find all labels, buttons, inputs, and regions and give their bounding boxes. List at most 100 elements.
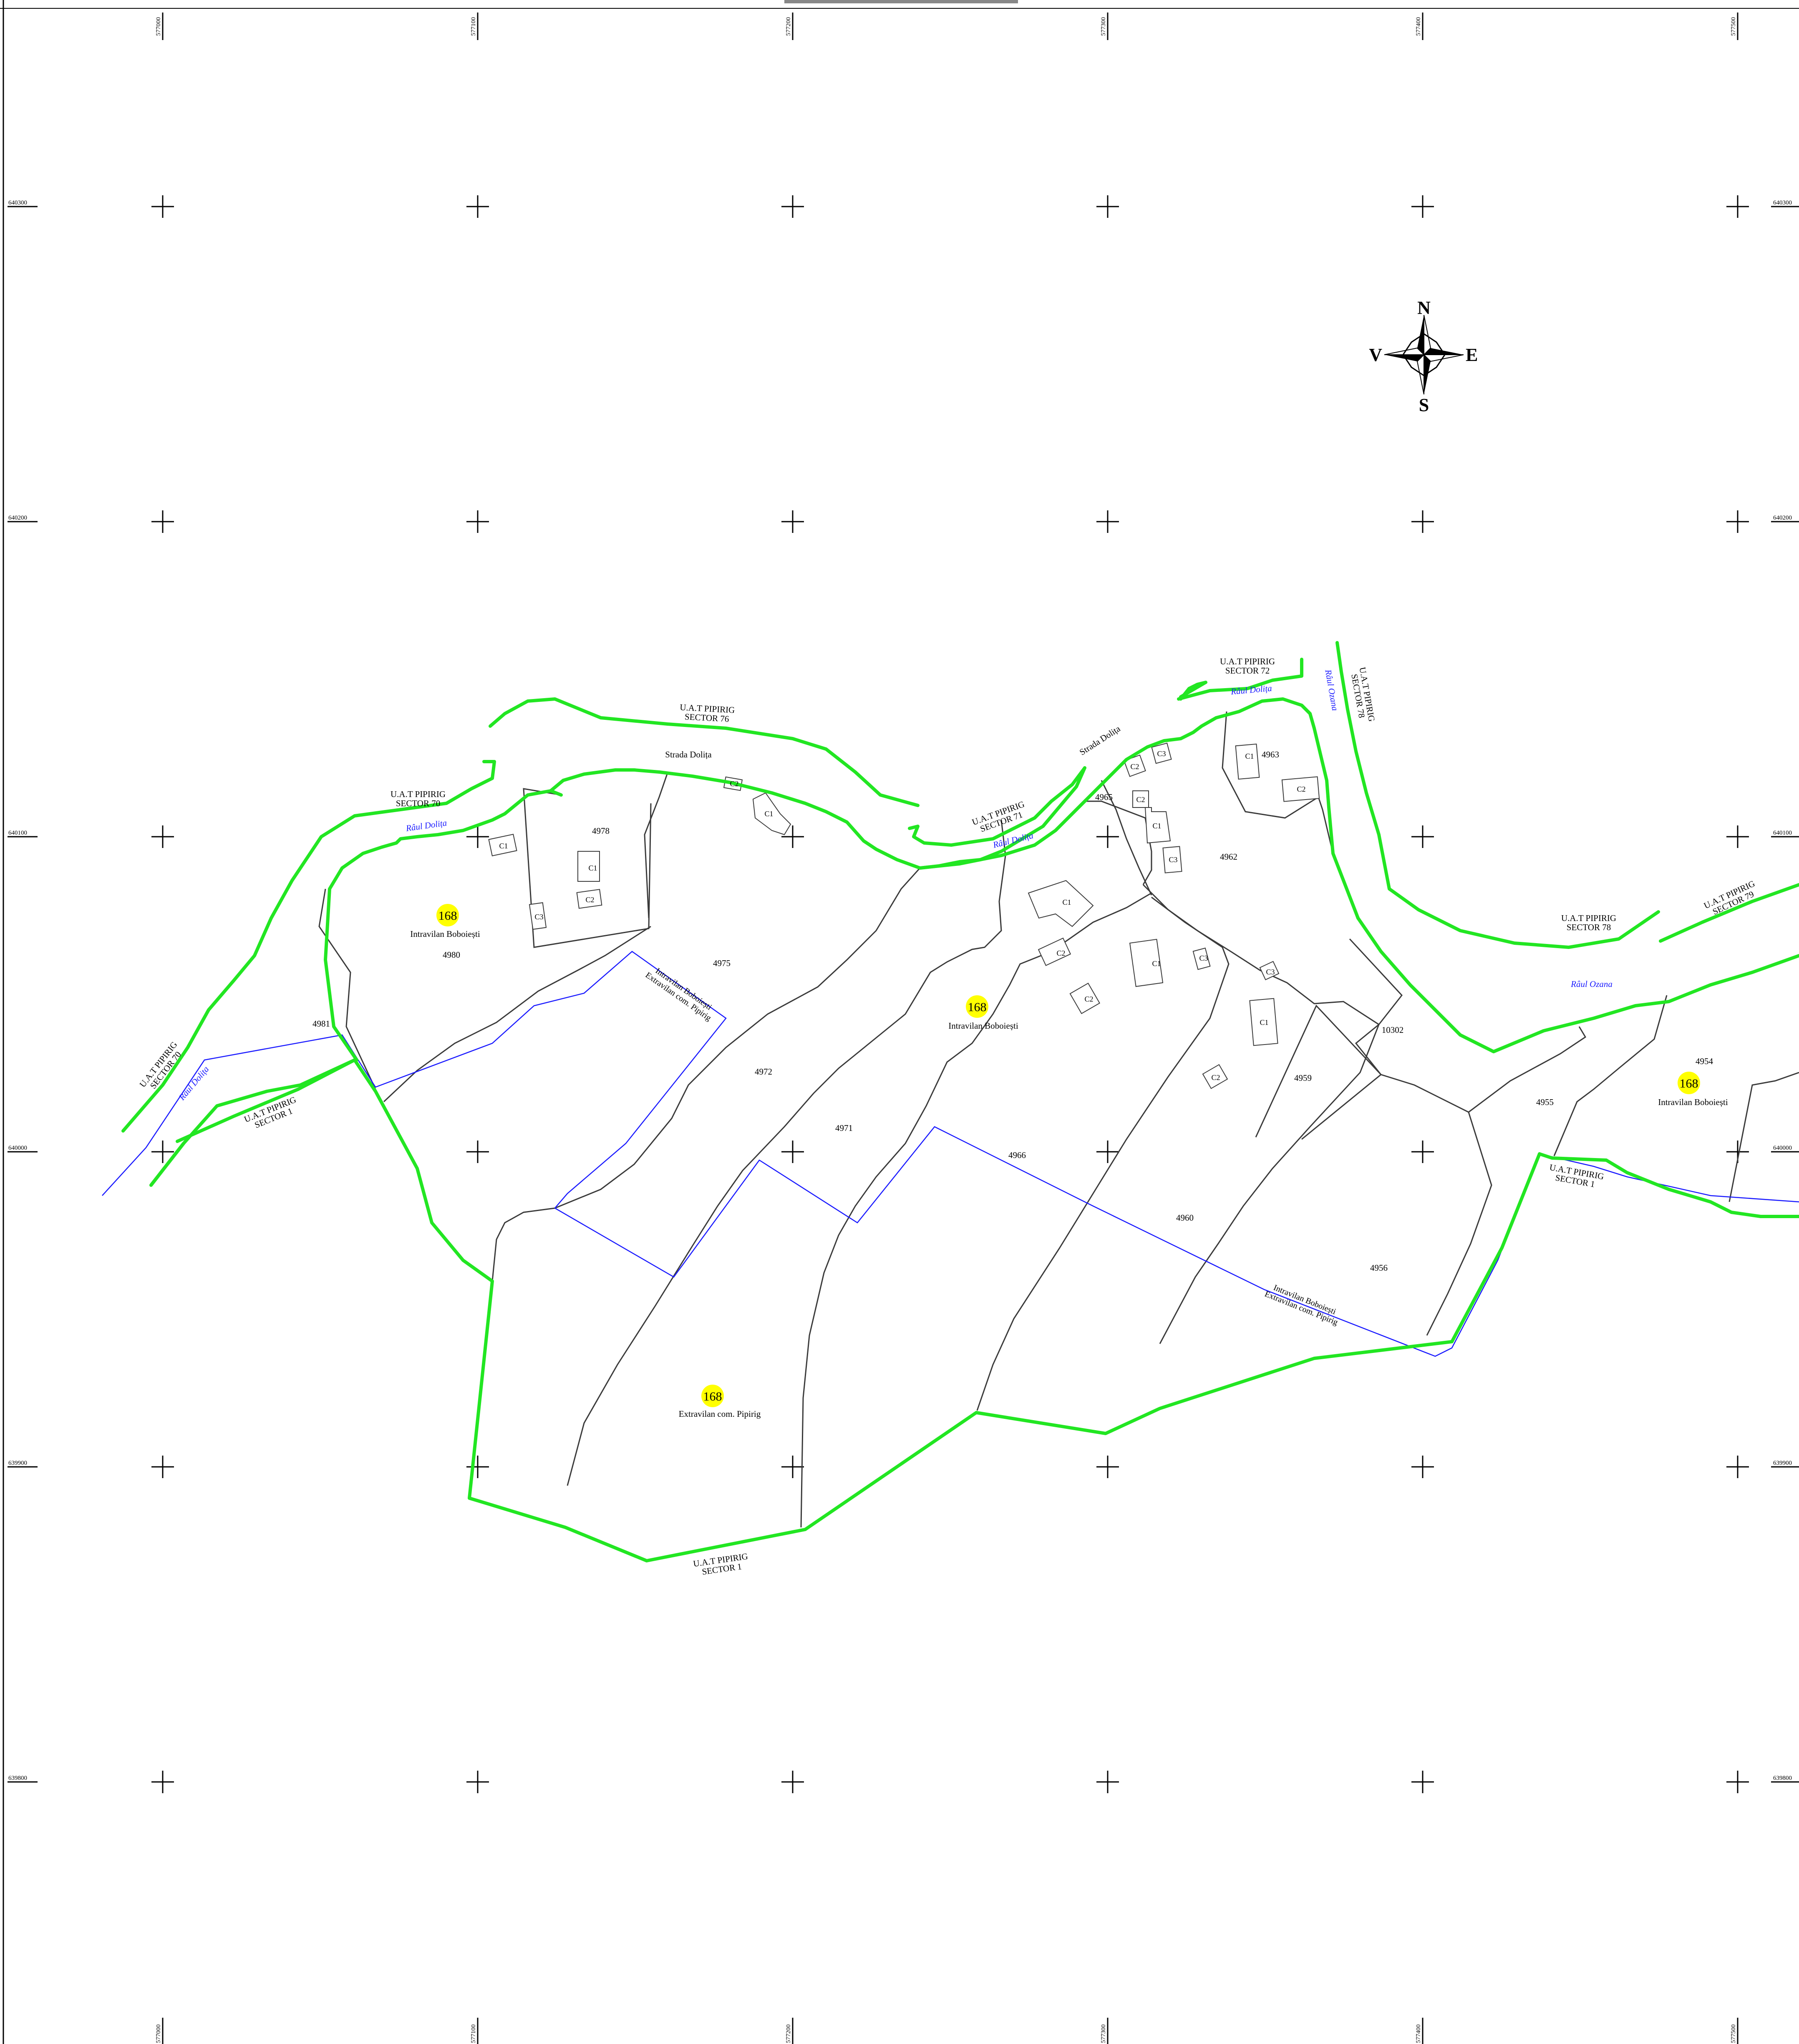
parcel-number-4954: 4954 <box>1696 1056 1713 1066</box>
grid-cross-icon <box>1411 1141 1434 1163</box>
building-label-c3: C3 <box>534 913 543 921</box>
parcel-number-4975: 4975 <box>713 958 731 968</box>
northing-left-1: 640300 <box>8 199 27 206</box>
easting-bottom-5: 577400 <box>1415 2024 1422 2043</box>
building-label-c2: C2 <box>1136 795 1145 804</box>
building-label-c2: C2 <box>1084 995 1093 1003</box>
grid-cross-icon <box>1096 1456 1119 1478</box>
uat-boundary-sector72-tick <box>1179 681 1207 701</box>
zone-label-intravilan-west: Intravilan Boboiești <box>410 929 480 939</box>
compass-east: E <box>1466 345 1478 365</box>
easting-top-5: 577400 <box>1415 17 1422 36</box>
street-label-dolita-east: Strada Dolița <box>1078 723 1122 757</box>
river-label-dolita-east: Râul Dolița <box>1230 683 1272 697</box>
parcel-number-4956: 4956 <box>1370 1263 1388 1273</box>
grid-cross-icon <box>781 1456 804 1478</box>
grid-cross-icon <box>1726 195 1749 218</box>
building-label-c1: C1 <box>1152 822 1161 830</box>
grid-cross-icon <box>1096 510 1119 533</box>
easting-top-1: 577000 <box>155 17 162 36</box>
parcel-number-4965: 4965 <box>1095 792 1113 802</box>
svg-text:U.A.T PIPIRIG: U.A.T PIPIRIG <box>391 789 446 799</box>
intravilan-line-labels: Intravilan Boboiești Extravilan com. Pip… <box>644 966 1339 1327</box>
sector-badge-168-west-label: 168 <box>438 909 457 923</box>
intravilan-boundary <box>102 951 1799 1357</box>
parcel-number-10302: 10302 <box>1382 1025 1404 1035</box>
building-label-c1: C1 <box>1260 1018 1268 1027</box>
parcel-number-4980: 4980 <box>443 950 460 960</box>
grid-cross-icon <box>1096 195 1119 218</box>
uat-boundary-south <box>149 1058 1541 1562</box>
building-label-c2: C2 <box>585 896 594 904</box>
compass-west: V <box>1369 345 1382 365</box>
uat-label-sector1-south: U.A.T PIPIRIG SECTOR 1 <box>693 1551 748 1577</box>
grid-cross-icon <box>1096 1771 1119 1793</box>
sector-badge-168-east-label: 168 <box>1680 1077 1698 1090</box>
northing-right-4: 640000 <box>1773 1145 1792 1151</box>
parcel-number-4978: 4978 <box>592 826 610 836</box>
grid-cross-icon <box>151 1141 174 1163</box>
coordinate-labels: 577000 577100 577200 577300 577400 57750… <box>8 17 1792 2043</box>
svg-text:U.A.T PIPIRIG: U.A.T PIPIRIG <box>1220 656 1275 666</box>
parcel-number-4960: 4960 <box>1176 1213 1194 1223</box>
grid-cross-icon <box>1726 1456 1749 1478</box>
parcel-number-4972: 4972 <box>755 1067 772 1077</box>
sector-badge-168-east: 168 <box>1678 1072 1700 1094</box>
building-label-c2: C2 <box>1297 785 1305 793</box>
grid-cross-icon <box>1726 1771 1749 1793</box>
uat-label-sector79: U.A.T PIPIRIG SECTOR 79 <box>1702 878 1756 917</box>
header-fragment <box>784 0 1018 3</box>
northing-right-5: 639900 <box>1773 1460 1792 1466</box>
building-label-c2: C2 <box>1056 949 1065 957</box>
compass-south: S <box>1419 395 1429 415</box>
easting-top-6: 577500 <box>1730 17 1737 36</box>
zone-label-extravilan: Extravilan com. Pipirig <box>679 1409 761 1419</box>
building-label-c3: C3 <box>1199 954 1208 962</box>
river-labels: Râul Dolița Râul Dolița Râul Dolița Râul… <box>176 669 1613 1103</box>
building-label-c1: C1 <box>588 864 597 872</box>
grid-cross-icon <box>1726 510 1749 533</box>
sector-badge-168-south: 168 <box>701 1385 724 1407</box>
uat-boundary-sector78 <box>1335 641 1660 949</box>
uat-boundary-sector72 <box>1177 658 1303 701</box>
buildings <box>488 742 1320 1089</box>
grid-cross-icon <box>1411 510 1434 533</box>
building-label-c2: C2 <box>1130 762 1139 771</box>
edge-ticks <box>8 13 1799 2044</box>
parcel-number-4959: 4959 <box>1294 1073 1312 1083</box>
river-label-ozana-north: Râul Ozana <box>1323 669 1340 712</box>
grid-cross-icon <box>1411 825 1434 848</box>
grid-cross-icon <box>1096 825 1119 848</box>
grid-cross-icon <box>781 195 804 218</box>
building-label-c1: C1 <box>1245 752 1254 760</box>
building-labels: C1 C1 C2 C3 C1 C2 C1 C2 C2 C1 C3 C2 C1 C… <box>499 749 1305 1082</box>
uat-label-sector78-vertical: U.A.T PIPIRIG SECTOR 78 <box>1349 666 1377 722</box>
svg-text:U.A.T PIPIRIG: U.A.T PIPIRIG <box>1561 913 1616 923</box>
uat-label-sector72: U.A.T PIPIRIG SECTOR 72 <box>1220 656 1275 676</box>
northing-right-2: 640200 <box>1773 515 1792 521</box>
river-label-dolita-west: Râul Dolița <box>405 818 448 833</box>
uat-boundary-center-north <box>918 697 1360 920</box>
uat-boundary-sector71 <box>918 766 1086 870</box>
easting-top-4: 577300 <box>1100 17 1107 36</box>
parcel-number-4962: 4962 <box>1220 852 1237 862</box>
grid-cross-icon <box>781 1771 804 1793</box>
parcel-numbers: 4978 4980 4981 4975 4972 4971 4966 4965 … <box>312 749 1713 1273</box>
sector-badge-168-west: 168 <box>436 904 459 926</box>
uat-boundary-sector70 <box>121 760 496 1133</box>
northing-left-4: 640000 <box>8 1145 27 1151</box>
compass-rose-icon: N S E V <box>1369 298 1478 415</box>
parcel-number-4955: 4955 <box>1536 1097 1554 1107</box>
grid-cross-icon <box>1411 1456 1434 1478</box>
grid-cross-icon <box>151 195 174 218</box>
uat-boundary-sector79 <box>1659 883 1799 943</box>
northing-right-6: 639800 <box>1773 1775 1792 1782</box>
uat-boundary-sector71-south <box>908 766 1086 847</box>
grid-cross-icon <box>466 1456 489 1478</box>
northing-left-6: 639800 <box>8 1775 27 1782</box>
river-label-dolita-southwest: Râul Dolița <box>176 1064 211 1103</box>
uat-labels: U.A.T PIPIRIG SECTOR 70 U.A.T PIPIRIG SE… <box>137 656 1756 1577</box>
sector-badge-168-south-label: 168 <box>703 1390 722 1403</box>
parcel-number-4971: 4971 <box>835 1123 853 1133</box>
